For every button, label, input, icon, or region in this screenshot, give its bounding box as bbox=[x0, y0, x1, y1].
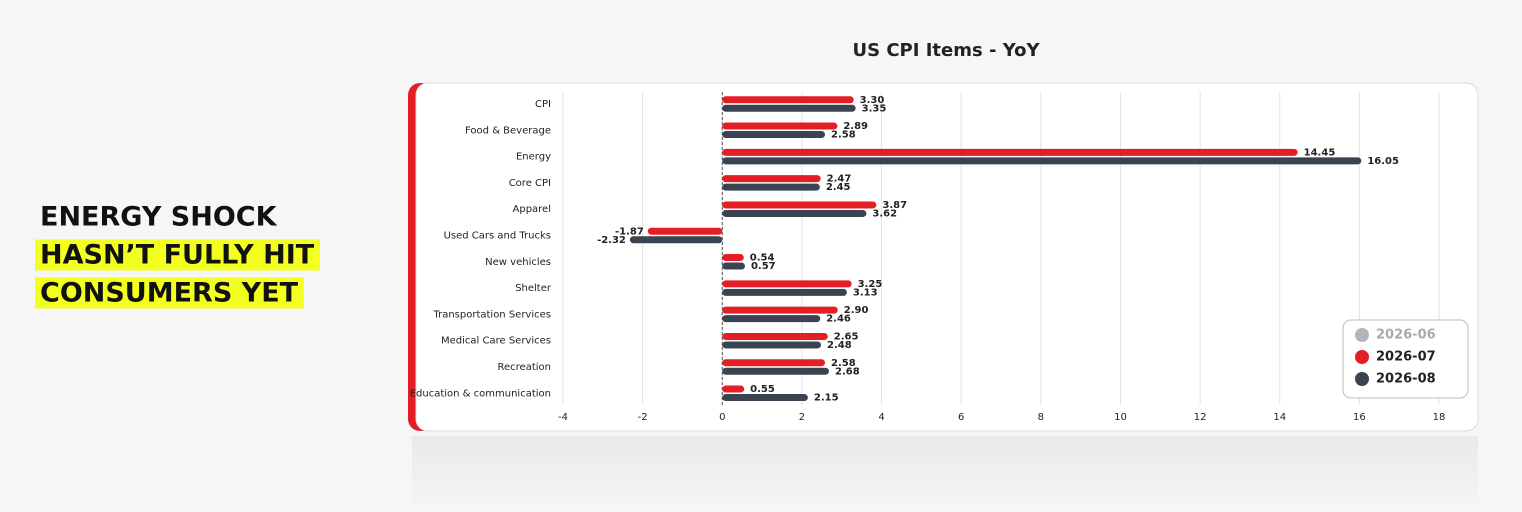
x-tick-label: 16 bbox=[1353, 412, 1366, 423]
value-label: 2.48 bbox=[827, 340, 852, 351]
bar bbox=[722, 262, 745, 270]
panel bbox=[415, 82, 1479, 432]
legend-box bbox=[1342, 319, 1469, 399]
bar bbox=[722, 175, 821, 183]
category-label: Apparel bbox=[513, 204, 552, 215]
x-tick-label: 0 bbox=[719, 412, 725, 423]
bar bbox=[722, 385, 745, 393]
bar bbox=[722, 332, 828, 340]
bar bbox=[722, 148, 1298, 156]
bar bbox=[722, 315, 821, 323]
value-label: -2.32 bbox=[597, 235, 626, 246]
legend-label: 2026-08 bbox=[1376, 372, 1436, 387]
legend: 2026-06 2026-07 2026-08 bbox=[1342, 319, 1469, 399]
value-label: 2.47 bbox=[827, 174, 852, 185]
value-label: 2.65 bbox=[834, 331, 859, 342]
bar bbox=[722, 209, 867, 217]
value-label: 3.87 bbox=[882, 200, 907, 211]
bar bbox=[647, 227, 723, 235]
bar bbox=[722, 367, 829, 375]
bar bbox=[722, 306, 838, 314]
bar bbox=[722, 341, 822, 349]
value-label: 16.05 bbox=[1367, 156, 1399, 167]
highlight bbox=[35, 239, 320, 271]
value-label: 2.89 bbox=[843, 121, 868, 132]
category-label: CPI bbox=[535, 99, 551, 110]
highlight bbox=[35, 277, 304, 309]
value-label: 0.55 bbox=[750, 384, 775, 395]
value-label: 3.35 bbox=[862, 103, 887, 114]
x-tick-label: 4 bbox=[878, 412, 884, 423]
legend-swatch bbox=[1355, 328, 1369, 342]
value-label: 2.45 bbox=[826, 182, 851, 193]
category-label: Transportation Services bbox=[432, 309, 551, 320]
x-tick-label: 14 bbox=[1273, 412, 1286, 423]
value-label: 3.25 bbox=[858, 279, 883, 290]
legend-label: 2026-06 bbox=[1376, 328, 1436, 343]
x-tick-label: 18 bbox=[1433, 412, 1446, 423]
bar bbox=[722, 183, 820, 191]
legend-swatch bbox=[1355, 372, 1369, 386]
bar bbox=[722, 288, 847, 296]
value-label: 3.62 bbox=[872, 208, 897, 219]
category-label: Recreation bbox=[498, 362, 551, 373]
value-label: 0.54 bbox=[750, 253, 775, 264]
value-label: 3.13 bbox=[853, 287, 878, 298]
bar bbox=[722, 394, 808, 402]
category-label: Shelter bbox=[515, 283, 552, 294]
legend-swatch bbox=[1355, 350, 1369, 364]
value-label: 2.58 bbox=[831, 358, 856, 369]
category-label: Education & communication bbox=[410, 388, 551, 399]
value-label: 3.30 bbox=[860, 95, 885, 106]
x-tick-label: 8 bbox=[1038, 412, 1044, 423]
reflection bbox=[412, 436, 1478, 512]
bar bbox=[722, 96, 854, 104]
headline-line: ENERGY SHOCK bbox=[40, 202, 278, 233]
headline-line: CONSUMERS YET bbox=[40, 278, 299, 309]
bar bbox=[722, 122, 838, 130]
x-tick-label: -4 bbox=[558, 412, 568, 423]
value-label: -1.87 bbox=[615, 226, 644, 237]
headline-line: HASN’T FULLY HIT bbox=[40, 240, 315, 271]
category-label: Used Cars and Trucks bbox=[444, 231, 551, 242]
value-label: 2.15 bbox=[814, 393, 839, 404]
bar bbox=[722, 157, 1362, 165]
category-label: Energy bbox=[516, 152, 551, 163]
category-label: New vehicles bbox=[485, 257, 551, 268]
value-label: 2.46 bbox=[826, 314, 851, 325]
x-tick-label: -2 bbox=[638, 412, 648, 423]
headline: ENERGY SHOCK HASN’T FULLY HIT CONSUMERS YE… bbox=[35, 202, 320, 309]
x-tick-label: 6 bbox=[958, 412, 964, 423]
bar bbox=[722, 280, 852, 288]
value-label: 2.68 bbox=[835, 366, 860, 377]
bar bbox=[722, 254, 744, 262]
category-label: Food & Beverage bbox=[465, 125, 551, 136]
x-tick-label: 10 bbox=[1114, 412, 1127, 423]
chart-title: US CPI Items - YoY bbox=[853, 40, 1041, 61]
bar bbox=[629, 236, 723, 244]
value-label: 2.58 bbox=[831, 130, 856, 141]
x-tick-label: 2 bbox=[799, 412, 805, 423]
x-tick-label: 12 bbox=[1194, 412, 1207, 423]
category-label: Medical Care Services bbox=[441, 336, 551, 347]
value-label: 2.90 bbox=[844, 305, 869, 316]
legend-label: 2026-07 bbox=[1376, 350, 1436, 365]
bar bbox=[722, 359, 826, 367]
bar bbox=[722, 104, 856, 112]
value-label: 14.45 bbox=[1304, 147, 1336, 158]
value-label: 0.57 bbox=[751, 261, 776, 272]
bar bbox=[722, 201, 877, 209]
bar bbox=[722, 131, 826, 139]
category-label: Core CPI bbox=[509, 178, 551, 189]
